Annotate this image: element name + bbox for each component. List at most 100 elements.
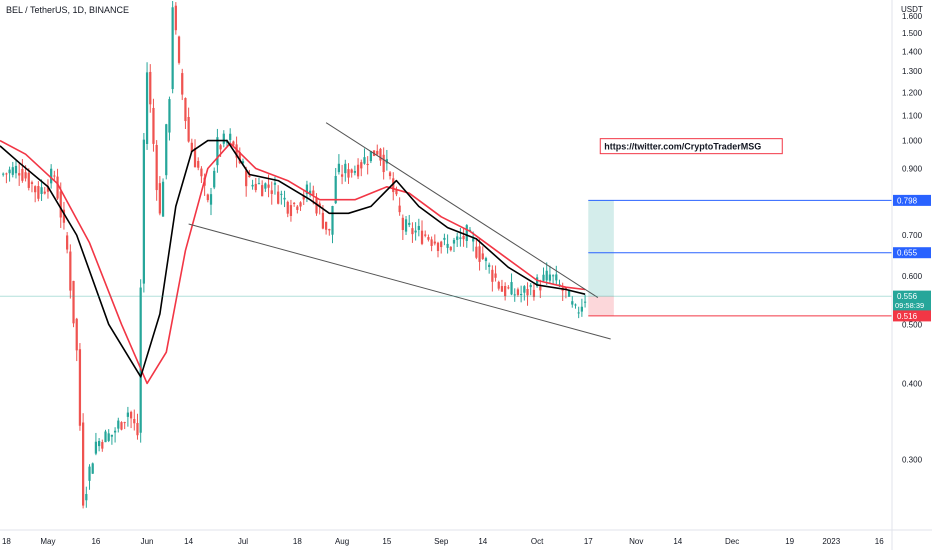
- candle: [123, 422, 126, 424]
- y-tick-label: 1.400: [902, 47, 923, 56]
- candle: [37, 186, 40, 199]
- candle: [200, 168, 203, 177]
- price-level-badge: [893, 247, 931, 259]
- x-tick-label: 16: [875, 537, 884, 546]
- x-tick-label: 14: [184, 537, 193, 546]
- candle: [251, 184, 254, 187]
- price-level-label: 0.655: [897, 249, 918, 258]
- trendline-upper: [325, 122, 599, 298]
- candle: [277, 191, 280, 204]
- candle: [94, 441, 98, 454]
- x-tick-label: Jun: [141, 537, 154, 546]
- candle: [40, 187, 43, 194]
- y-tick-label: 0.900: [902, 165, 923, 174]
- candle: [142, 139, 145, 284]
- x-tick-label: 14: [673, 537, 682, 546]
- candle: [245, 170, 248, 187]
- candle: [152, 107, 155, 144]
- candle: [369, 151, 372, 162]
- candle: [187, 116, 190, 142]
- annotation: https://twitter.com/CryptoTraderMSG: [599, 138, 783, 155]
- candle: [5, 173, 8, 175]
- candle: [321, 212, 325, 229]
- candle: [555, 274, 558, 281]
- position-zones: [588, 200, 614, 316]
- candle: [101, 442, 104, 449]
- candle: [168, 99, 171, 133]
- candle: [580, 306, 583, 312]
- candle: [299, 202, 302, 207]
- candle: [78, 349, 82, 426]
- candle: [309, 190, 312, 195]
- price-level-label: 0.798: [897, 196, 918, 205]
- candle: [475, 246, 478, 258]
- candle: [398, 205, 401, 213]
- candle: [238, 152, 241, 164]
- candle: [376, 150, 379, 155]
- candle: [264, 183, 267, 189]
- candle: [414, 230, 417, 233]
- candle: [254, 183, 257, 191]
- candle: [216, 137, 219, 166]
- x-tick-label: 18: [293, 537, 302, 546]
- y-unit-label: USDT: [901, 5, 923, 14]
- candle: [165, 124, 168, 176]
- candle: [363, 157, 366, 164]
- candle: [424, 234, 427, 236]
- candle: [507, 287, 510, 289]
- candle: [360, 162, 363, 169]
- candle: [350, 169, 353, 173]
- candle: [46, 186, 50, 192]
- candle: [302, 195, 305, 200]
- axis-labels: 0.300 0.400 0.500 0.600 0.700 0.900 1.000 1.100…: [2, 12, 923, 546]
- candle: [478, 246, 481, 262]
- candle: [235, 144, 238, 158]
- candle: [209, 194, 213, 205]
- candle: [494, 273, 497, 278]
- candle: [53, 175, 56, 177]
- candle: [14, 165, 18, 174]
- candle: [567, 290, 571, 297]
- candle: [465, 225, 468, 241]
- candle: [283, 197, 286, 200]
- candle: [408, 222, 411, 225]
- y-tick-label: 1.000: [902, 137, 923, 146]
- candle: [85, 494, 88, 501]
- candle: [356, 164, 360, 177]
- candle: [500, 286, 504, 292]
- candle: [155, 144, 158, 191]
- candle: [366, 163, 369, 166]
- candle: [488, 264, 491, 267]
- candle: [440, 241, 443, 248]
- candle: [82, 422, 85, 506]
- candle: [24, 172, 27, 179]
- candle: [193, 148, 197, 168]
- price-level-badge: [893, 290, 931, 311]
- candle: [334, 175, 337, 204]
- candle: [184, 98, 187, 122]
- candle: [353, 171, 357, 173]
- x-tick-label: May: [40, 537, 55, 546]
- indicator-lines: [0, 122, 611, 385]
- candle: [286, 201, 289, 214]
- candle: [241, 161, 245, 164]
- candle: [571, 301, 574, 305]
- x-tick-label: 17: [584, 537, 593, 546]
- candle: [88, 466, 91, 481]
- candle: [97, 440, 101, 447]
- y-tick-label: 0.300: [902, 456, 923, 465]
- candle: [120, 422, 123, 430]
- candle: [446, 243, 449, 248]
- candle: [296, 206, 299, 210]
- candle: [30, 182, 34, 184]
- candle: [219, 145, 222, 150]
- annotation-box: [599, 138, 783, 155]
- candles: [2, 1, 587, 509]
- candle: [481, 253, 484, 259]
- y-tick-label: 1.100: [902, 111, 923, 120]
- candle: [520, 294, 523, 296]
- candle: [59, 191, 62, 218]
- candle: [564, 287, 568, 290]
